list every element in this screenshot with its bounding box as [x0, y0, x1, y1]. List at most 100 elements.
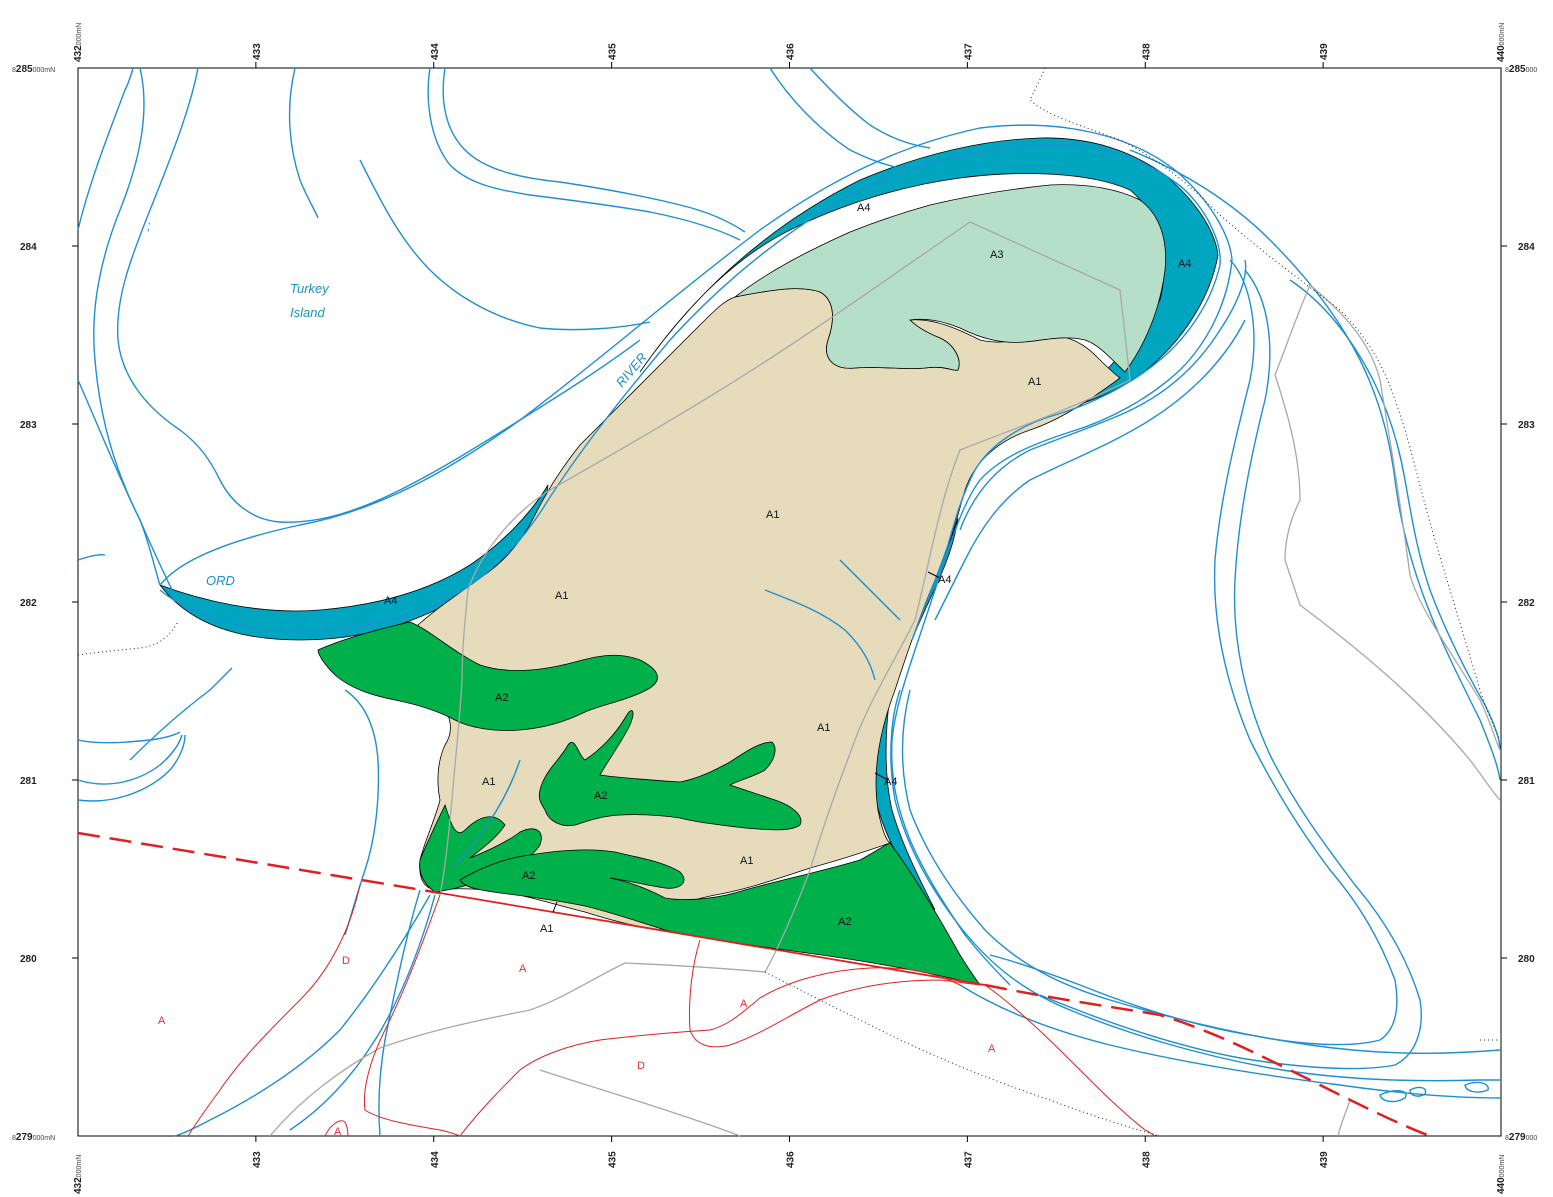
- unit-label-a1-west: A1: [555, 590, 568, 602]
- easting-start-bottom: 432000mN: [73, 1155, 84, 1194]
- easting-label: 437: [963, 43, 974, 60]
- easting-label: 433: [252, 1151, 263, 1168]
- northing-label: 281: [1518, 776, 1535, 787]
- zone-boundary-1: [187, 884, 361, 1137]
- islet-3: [1464, 1081, 1489, 1093]
- track-4: [269, 962, 766, 1137]
- stream-south-3: [174, 894, 431, 1137]
- easting-end-suffix: 000mN: [1499, 23, 1506, 46]
- zone-label-3: A: [519, 963, 527, 975]
- a2-center-area: [538, 710, 802, 831]
- svg-text:432000mN: 432000mN: [73, 23, 84, 62]
- track-8: [1337, 1099, 1351, 1137]
- leader-a4-channel1: [927, 571, 941, 579]
- zone-label-1: A: [158, 1015, 166, 1027]
- stream-north-3: [769, 67, 901, 169]
- unit-label-a3: A3: [990, 249, 1003, 261]
- unit-label-a2-southwest: A2: [522, 870, 535, 882]
- unit-label-a1-south: A1: [740, 855, 753, 867]
- stream-north-5: [359, 159, 651, 331]
- stream-west-3: [77, 379, 173, 591]
- northing-label: 280: [20, 954, 37, 965]
- easting-label: 438: [1141, 43, 1152, 60]
- boundary-dashed-east: [984, 983, 1431, 1138]
- easting-end-top: 440000mN: [1496, 23, 1507, 62]
- easting-start-suffix: 000mN: [76, 23, 83, 46]
- a2-west-area: [317, 621, 658, 731]
- easting-end-suffix: 000mN: [1499, 1155, 1506, 1178]
- place-label-island: Island: [290, 305, 325, 320]
- place-label-ord: ORD: [206, 573, 235, 588]
- river-bank-lower-east-2: [901, 689, 1501, 1054]
- stream-a1-southwest: [451, 759, 521, 867]
- river-bank-far-east: [1129, 149, 1501, 781]
- stream-a1-inner-2: [839, 559, 901, 621]
- northing-label: 281: [20, 776, 37, 787]
- zone-label-2: D: [342, 955, 350, 967]
- corner-suffix: 000: [1526, 67, 1538, 74]
- easting-label: 439: [1319, 1151, 1330, 1168]
- stream-north-4: [809, 67, 931, 149]
- unit-label-a1-tip: A1: [540, 923, 553, 935]
- boundary-dashed-west: [77, 831, 441, 895]
- river-bank-lower-east: [890, 689, 1500, 1082]
- corner-suffix: 000: [1526, 1135, 1538, 1142]
- easting-label: 434: [430, 43, 441, 60]
- river-bank-outer-north: [159, 124, 1233, 986]
- river-bank-far-east-2: [1289, 279, 1501, 751]
- zone-label-5: D: [637, 1060, 645, 1072]
- track-1: [969, 221, 1131, 381]
- svg-text:432000mN: 432000mN: [73, 1155, 84, 1194]
- easting-end-value: 440: [1496, 45, 1507, 62]
- track-7: [539, 1069, 741, 1137]
- easting-label: 435: [608, 43, 619, 60]
- easting-label: 436: [786, 1151, 797, 1168]
- stream-north-2: [442, 67, 746, 233]
- easting-start-value: 432: [73, 45, 84, 62]
- river-bank-east-inner: [1039, 269, 1422, 1070]
- unit-label-a1-main: A1: [766, 509, 779, 521]
- stream-west-4: [77, 554, 106, 561]
- leader-a1-tip: [552, 901, 558, 913]
- corner-suffix: 000mN: [33, 1135, 56, 1142]
- unit-label-a2-south: A2: [838, 916, 851, 928]
- river-bank-east-channel: [959, 259, 1247, 531]
- easting-label: 439: [1319, 43, 1330, 60]
- northing-label: 283: [1518, 420, 1535, 431]
- easting-end-bottom: 440000mN: [1496, 1155, 1507, 1194]
- place-label-turkey: Turkey: [290, 281, 330, 296]
- northing-label: 282: [20, 598, 37, 609]
- easting-label: 435: [608, 1151, 619, 1168]
- a4-north-band: [639, 137, 1219, 411]
- svg-text:8279000mN: 8279000mN: [12, 1132, 55, 1143]
- unit-label-a4-channel2: A4: [884, 776, 897, 788]
- corner-top-left: 8285000mN: [12, 64, 55, 75]
- river-bank-east-channel-2: [934, 319, 1246, 621]
- svg-text:440000mN: 440000mN: [1496, 23, 1507, 62]
- easting-label: 436: [786, 43, 797, 60]
- track-3: [764, 379, 1131, 973]
- stream-west-7: [77, 734, 186, 802]
- zone-boundary-2: [363, 894, 461, 1137]
- northing-label: 284: [1518, 242, 1535, 253]
- easting-start-value: 432: [73, 1177, 84, 1194]
- stream-north-6: [288, 67, 319, 219]
- easting-label: 438: [1141, 1151, 1152, 1168]
- easting-start-top: 432000mN: [73, 23, 84, 62]
- northing-label: 282: [1518, 598, 1535, 609]
- corner-value: 279: [1509, 1132, 1526, 1143]
- corner-value: 285: [16, 64, 33, 75]
- islet-1: [1379, 1090, 1407, 1103]
- easting-label: 433: [252, 43, 263, 60]
- northing-label: 283: [20, 420, 37, 431]
- svg-text:440000mN: 440000mN: [1496, 1155, 1507, 1194]
- track-5: [1274, 284, 1501, 801]
- easting-end-value: 440: [1496, 1177, 1507, 1194]
- unit-label-a4-channel1: A4: [938, 574, 951, 586]
- map-content: [77, 67, 1501, 1138]
- svg-text:8279000: 8279000: [1505, 1132, 1537, 1143]
- zone-boundary-6: [324, 1120, 349, 1137]
- a2-south-area: [459, 842, 981, 986]
- corner-bottom-right: 8279000: [1505, 1132, 1537, 1143]
